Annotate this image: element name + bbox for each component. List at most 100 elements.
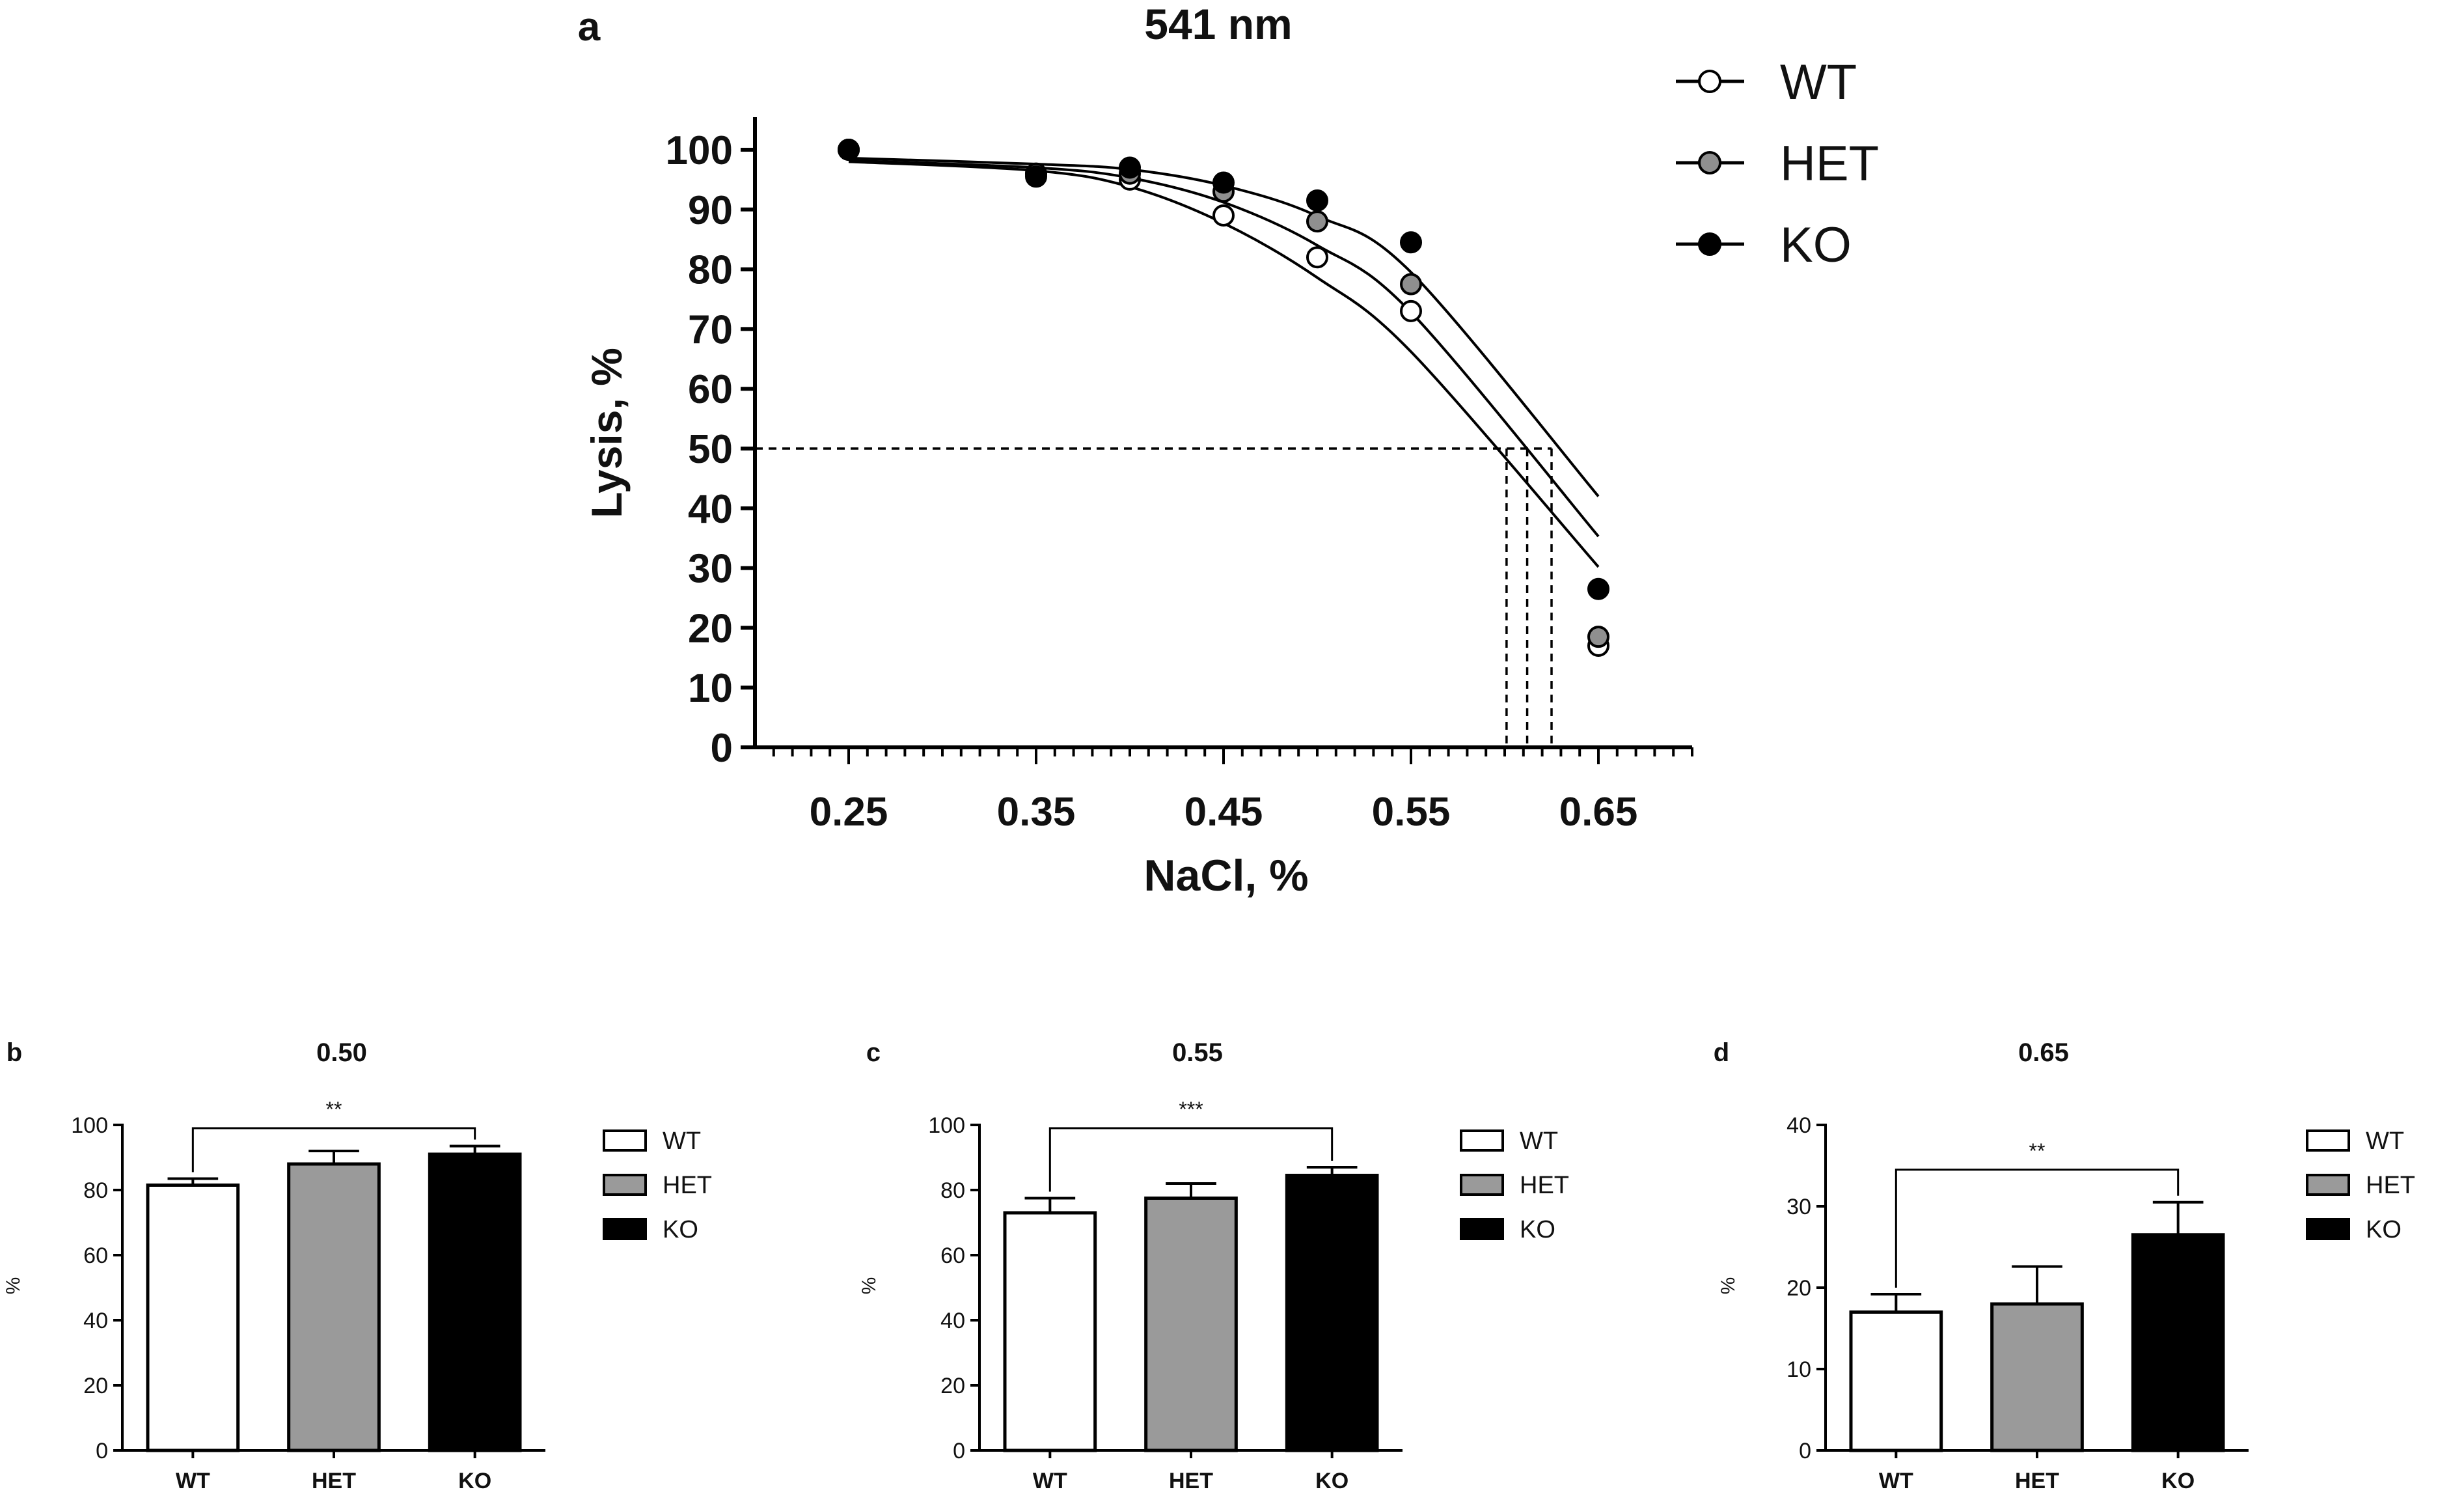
significance-bracket xyxy=(191,1127,476,1172)
significance-label: *** xyxy=(1179,1098,1203,1121)
y-axis-label-c: % xyxy=(858,1277,880,1295)
y-tick-label-a: 90 xyxy=(688,188,733,233)
bar-het xyxy=(287,1162,381,1452)
data-point-wt xyxy=(1400,299,1422,322)
legend-swatch-wt xyxy=(603,1129,647,1152)
legend-label-ko: KO xyxy=(1520,1216,1555,1243)
panel-a-line-chart: a 541 nm Lysis, % NaCl, % 0 10 20 30 40 50 60 7… xyxy=(578,0,1879,900)
x-tick-label-wt: WT xyxy=(176,1469,210,1493)
y-tick-label: 20 xyxy=(940,1374,965,1398)
legend-swatch-het xyxy=(2306,1174,2350,1196)
legend-swatch-ko xyxy=(2306,1218,2350,1240)
legend-label-het: HET xyxy=(2366,1172,2415,1199)
y-tick-label: 30 xyxy=(1786,1195,1811,1219)
x-tick-label-a: 0.45 xyxy=(1184,790,1263,835)
legend-label-het: HET xyxy=(1780,136,1879,191)
data-point-ko xyxy=(838,139,860,161)
y-tick-label-a: 20 xyxy=(688,606,733,651)
x-tick-label-wt: WT xyxy=(1879,1469,1913,1493)
data-point-wt xyxy=(1306,246,1328,269)
panel-label-a: a xyxy=(578,5,601,49)
legend-swatch-het xyxy=(603,1174,647,1196)
y-tick-label: 20 xyxy=(1786,1276,1811,1301)
y-tick-label: 60 xyxy=(940,1243,965,1268)
data-point-ko xyxy=(1587,577,1609,600)
x-tick-label-het: HET xyxy=(312,1469,356,1493)
chart-title-c: 0.55 xyxy=(1172,1038,1223,1067)
x-tick-label-a: 0.25 xyxy=(810,790,888,835)
y-tick-label-a: 10 xyxy=(688,666,733,711)
y-tick-label-a: 60 xyxy=(688,367,733,412)
data-point-ko xyxy=(1400,231,1422,254)
significance-label: ** xyxy=(326,1098,342,1121)
significance-label: ** xyxy=(2029,1139,2046,1163)
panel-label-b: b xyxy=(7,1038,22,1067)
curve-ko xyxy=(848,156,1600,497)
chart-title-b: 0.50 xyxy=(316,1038,367,1067)
significance-bracket xyxy=(1895,1169,2180,1288)
bar-wt xyxy=(1003,1211,1097,1452)
y-tick-label: 80 xyxy=(940,1178,965,1203)
y-tick-label: 20 xyxy=(83,1374,108,1398)
bar-het xyxy=(1144,1197,1238,1452)
legend-label-ko: KO xyxy=(663,1216,698,1243)
bar-wt xyxy=(146,1184,240,1452)
chart-title-d: 0.65 xyxy=(2018,1038,2069,1067)
y-tick-label: 40 xyxy=(1786,1113,1811,1138)
x-tick-label-ko: KO xyxy=(458,1469,491,1493)
panel-label-c: c xyxy=(866,1038,881,1067)
y-tick-label-a: 0 xyxy=(711,726,733,771)
bar-het xyxy=(1990,1302,2084,1452)
y-axis-label-a: Lysis, % xyxy=(582,348,631,518)
significance-bracket xyxy=(1048,1127,1334,1192)
x-tick-label-a: 0.35 xyxy=(997,790,1076,835)
legend-label-ko: KO xyxy=(2366,1216,2402,1243)
y-tick-label: 40 xyxy=(940,1309,965,1333)
legend-swatch-wt xyxy=(1460,1129,1504,1152)
y-axis-label-b: % xyxy=(3,1277,24,1295)
data-point-ko xyxy=(1025,165,1047,188)
y-axis-label-d: % xyxy=(1718,1277,1739,1295)
x-tick-label-a: 0.65 xyxy=(1559,790,1638,835)
panel-c-bar-chart: c 0.55 % 0 20 40 60 80 100 WT HET KO *** WT HET KO xyxy=(858,1038,1569,1493)
data-point-het xyxy=(1306,210,1328,233)
legend-label-wt: WT xyxy=(663,1128,701,1155)
x-tick-label-ko: KO xyxy=(1315,1469,1348,1493)
y-tick-label: 0 xyxy=(96,1439,108,1463)
legend-swatch-ko xyxy=(603,1218,647,1240)
data-point-het xyxy=(1587,626,1609,648)
y-tick-label-a: 30 xyxy=(688,547,733,592)
x-tick-label-ko: KO xyxy=(2161,1469,2195,1493)
legend-marker-het xyxy=(1698,151,1721,174)
legend-label-wt: WT xyxy=(1780,55,1857,110)
data-point-ko xyxy=(1306,189,1328,212)
y-tick-label-a: 70 xyxy=(688,307,733,352)
legend-swatch-het xyxy=(1460,1174,1504,1196)
y-tick-label-a: 80 xyxy=(688,248,733,293)
legend-label-het: HET xyxy=(1520,1172,1569,1199)
y-tick-label-a: 40 xyxy=(688,487,733,532)
data-point-ko xyxy=(1119,156,1141,179)
data-point-ko xyxy=(1212,171,1235,194)
bar-ko xyxy=(428,1152,522,1452)
bar-wt xyxy=(1849,1310,1943,1452)
y-tick-label: 80 xyxy=(83,1178,108,1203)
y-tick-label-a: 50 xyxy=(688,427,733,472)
legend-label-wt: WT xyxy=(1520,1128,1558,1155)
panel-b-bar-chart: b 0.50 % 0 20 40 60 80 100 WT HET KO ** WT HET KO xyxy=(3,1038,712,1493)
legend-label-wt: WT xyxy=(2366,1128,2404,1155)
bar-ko xyxy=(1285,1174,1379,1452)
legend-marker-ko xyxy=(1698,232,1721,256)
chart-title-a: 541 nm xyxy=(1144,0,1292,48)
bar-ko xyxy=(2131,1233,2225,1452)
x-axis-label-a: NaCl, % xyxy=(1143,851,1308,900)
panel-label-d: d xyxy=(1714,1038,1729,1067)
y-tick-label-a: 100 xyxy=(666,128,733,173)
y-tick-label: 0 xyxy=(1799,1439,1811,1463)
x-tick-label-wt: WT xyxy=(1033,1469,1067,1493)
x-tick-label-het: HET xyxy=(2015,1469,2059,1493)
y-tick-label: 100 xyxy=(928,1113,965,1138)
panel-d-bar-chart: d 0.65 % 0 10 20 30 40 WT HET KO ** WT HET KO xyxy=(1714,1038,2415,1493)
data-point-het xyxy=(1400,273,1422,296)
